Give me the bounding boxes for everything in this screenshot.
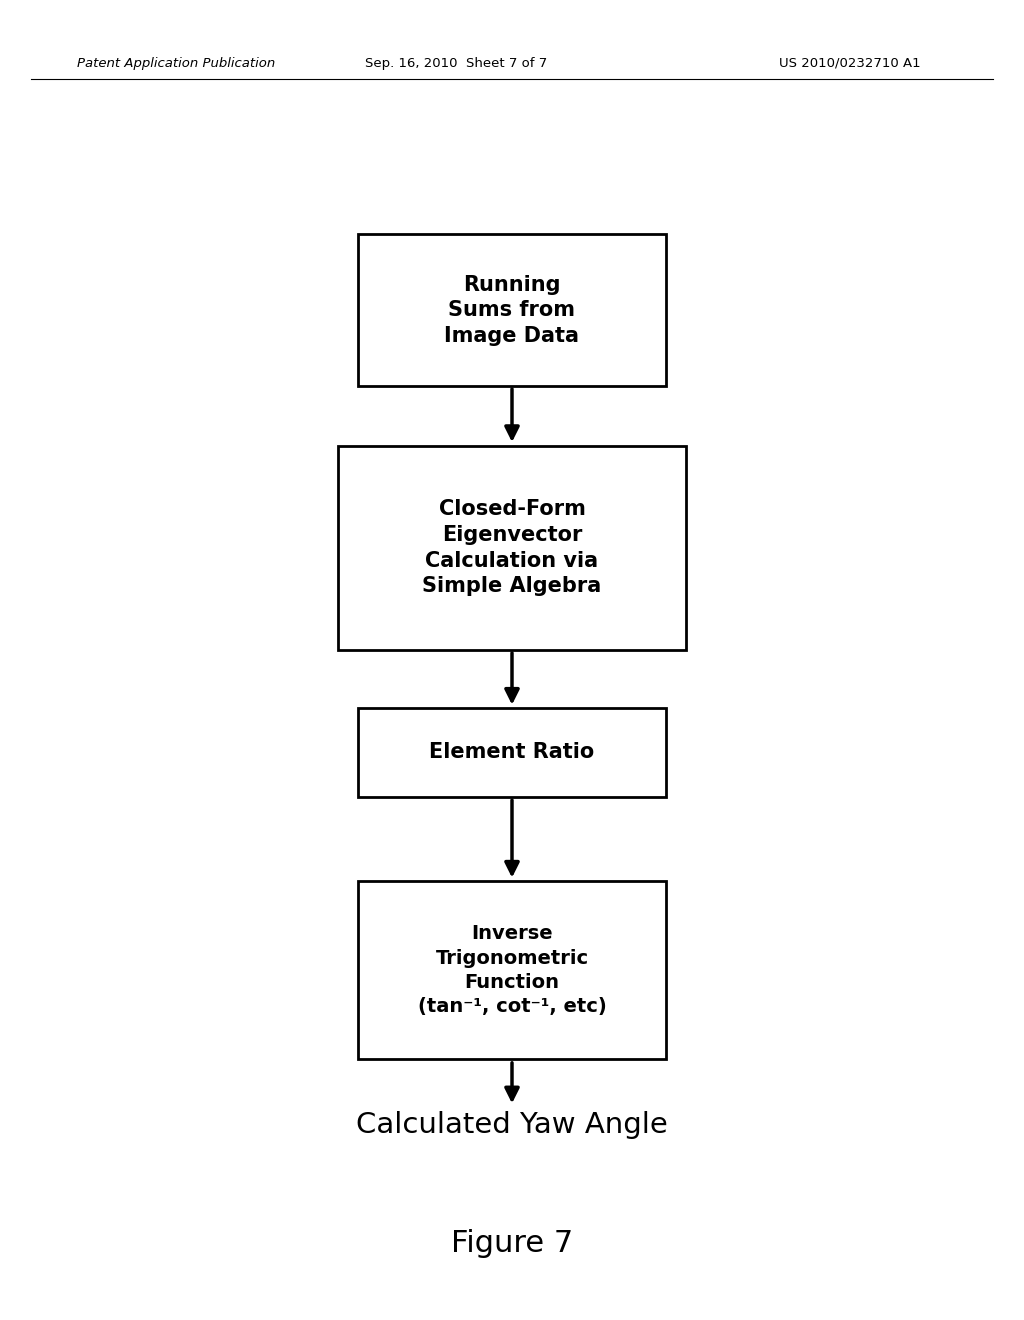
Text: US 2010/0232710 A1: US 2010/0232710 A1	[779, 57, 921, 70]
Text: Inverse
Trigonometric
Function
(tan⁻¹, cot⁻¹, etc): Inverse Trigonometric Function (tan⁻¹, c…	[418, 924, 606, 1016]
FancyBboxPatch shape	[358, 882, 666, 1059]
Text: Sep. 16, 2010  Sheet 7 of 7: Sep. 16, 2010 Sheet 7 of 7	[365, 57, 547, 70]
Text: Calculated Yaw Angle: Calculated Yaw Angle	[356, 1110, 668, 1139]
FancyBboxPatch shape	[338, 446, 686, 651]
FancyBboxPatch shape	[358, 235, 666, 385]
Text: Running
Sums from
Image Data: Running Sums from Image Data	[444, 275, 580, 346]
Text: Element Ratio: Element Ratio	[429, 742, 595, 763]
Text: Figure 7: Figure 7	[451, 1229, 573, 1258]
Text: Patent Application Publication: Patent Application Publication	[77, 57, 275, 70]
Text: Closed-Form
Eigenvector
Calculation via
Simple Algebra: Closed-Form Eigenvector Calculation via …	[422, 499, 602, 597]
FancyBboxPatch shape	[358, 708, 666, 797]
